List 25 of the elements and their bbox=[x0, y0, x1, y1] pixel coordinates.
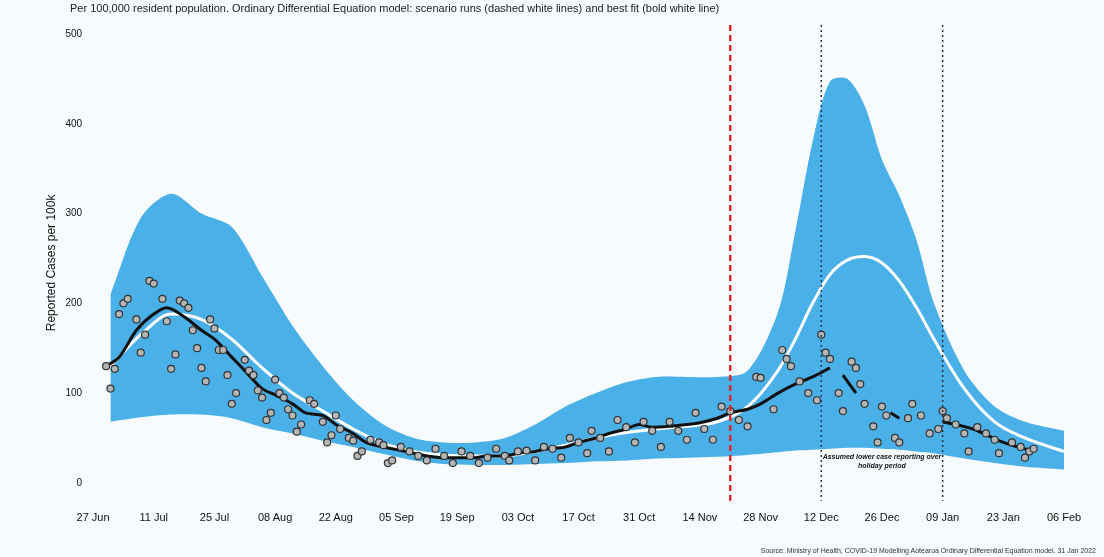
x-tick-label: 06 Feb bbox=[1046, 511, 1082, 524]
x-tick-label: 27 Jun bbox=[76, 511, 110, 524]
x-tick-label: 25 Jul bbox=[199, 511, 230, 524]
x-tick-label: 03 Oct bbox=[501, 511, 535, 524]
x-tick-label: 22 Aug bbox=[318, 511, 353, 524]
y-tick-label: 0 bbox=[76, 476, 83, 488]
x-tick-label: 05 Sep bbox=[379, 511, 414, 524]
y-tick-label: 100 bbox=[65, 386, 83, 398]
x-tick-label: 17 Oct bbox=[562, 511, 595, 524]
x-tick-label: 31 Oct bbox=[623, 511, 656, 524]
x-tick-label: 12 Dec bbox=[803, 511, 840, 524]
x-tick-label: 19 Sep bbox=[439, 511, 475, 524]
y-axis-title: Reported Cases per 100k bbox=[43, 193, 58, 332]
x-tick-label: 26 Dec bbox=[864, 511, 900, 524]
x-tick-label: 28 Nov bbox=[743, 511, 779, 524]
chart-title: Per 100,000 resident population. Ordinary Differential Equation model: scenario runs (dashed white lines) and best fit (bold white line) bbox=[70, 2, 720, 14]
y-tick-label: 400 bbox=[65, 117, 83, 129]
x-tick-label: 14 Nov bbox=[682, 511, 718, 524]
x-tick-label: 11 Jul bbox=[139, 511, 169, 524]
x-tick-label: 09 Jan bbox=[926, 511, 960, 524]
x-tick-label: 08 Aug bbox=[258, 511, 293, 524]
y-tick-label: 300 bbox=[65, 207, 83, 219]
y-tick-label: 500 bbox=[65, 27, 83, 39]
y-tick-label: 200 bbox=[65, 297, 83, 309]
x-tick-label: 23 Jan bbox=[986, 511, 1020, 524]
